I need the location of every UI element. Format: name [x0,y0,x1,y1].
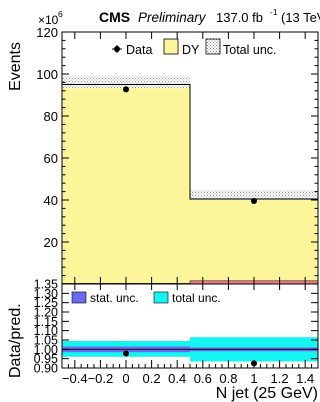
dy-bar-0 [62,84,190,284]
y-tick-label-4: 100 [36,67,58,82]
ratio-y-tick-label-1: 0.95 [34,352,58,366]
legend-bottom: stat. unc. total unc. [71,291,221,305]
legend-dy-swatch [163,38,179,55]
legend-stat-unc-label: stat. unc. [90,291,139,305]
legend-total-unc-label: Total unc. [223,43,277,57]
ratio-y-tick-label-5: 1.15 [34,315,58,329]
total-unc-band-1 [190,190,318,200]
x-tick-label-7: 1 [250,371,257,386]
main-panel: 20 40 60 80 100 120 [36,25,319,285]
svg-text:6: 6 [58,9,63,19]
total-unc-band-0 [62,76,190,89]
x-tick-label-9: 1.4 [296,371,314,386]
ratio-panel: 0.900.951.001.051.101.151.201.251.301.35… [34,278,319,386]
dy-bar-1 [190,198,318,284]
ratio-point-0 [123,350,129,357]
ratio-y-tick-label-4: 1.10 [34,324,58,338]
x-tick-label-8: 1.2 [271,371,289,386]
x-tick-label-0: −0.4 [62,371,88,386]
x-tick-label-4: 0.4 [168,371,186,386]
legend-data-label: Data [126,43,152,57]
y-tick-label-1: 40 [44,193,58,208]
y-tick-label-3: 80 [44,109,58,124]
x-tick-label-5: 0.6 [194,371,212,386]
y-tick-label-2: 60 [44,151,58,166]
ratio-y-tick-label-3: 1.05 [34,334,58,348]
ratio-y-tick-label-6: 1.20 [34,306,58,320]
legend-total-unc-swatch [205,38,221,55]
ratio-y-tick-label-2: 1.00 [34,343,58,357]
x-tick-label-3: 0.2 [143,371,161,386]
y-axis-label: Events [7,42,24,91]
exponent-label: ×10 6 [38,9,63,27]
status-label: Preliminary [138,10,207,25]
svg-text:-1: -1 [270,7,278,17]
svg-text:×10: ×10 [38,13,59,27]
ratio-y-tick-label-8: 1.30 [34,287,58,301]
svg-text:137.0 fb: 137.0 fb [216,10,263,25]
ratio-y-axis-label: Data/pred. [7,303,24,378]
ratio-y-tick-label-9: 1.35 [34,278,58,292]
legend-top: Data DY Total unc. [112,38,277,57]
x-tick-label-1: −0.2 [88,371,114,386]
legend-data-marker [112,45,122,53]
x-tick-label-6: 0.8 [219,371,237,386]
legend-stat-unc-swatch [71,291,87,304]
x-axis-label: N jet (25 GeV) [216,385,318,402]
data-point-1 [251,198,257,205]
legend-dy-label: DY [182,43,200,57]
legend-total-unc-label-ratio: total unc. [172,291,221,305]
y-tick-label-0: 20 [44,235,58,250]
luminosity-label: 137.0 fb -1 (13 TeV) [216,7,320,25]
legend-total-unc-swatch-ratio [153,291,169,304]
y-tick-label-5: 120 [36,25,58,40]
svg-text:(13 TeV): (13 TeV) [281,10,320,25]
experiment-label: CMS [99,9,130,25]
data-point-0 [123,86,129,93]
ratio-y-tick-label-7: 1.25 [34,296,58,310]
ratio-y-tick-label-0: 0.90 [34,362,58,376]
x-tick-label-2: 0 [122,371,129,386]
